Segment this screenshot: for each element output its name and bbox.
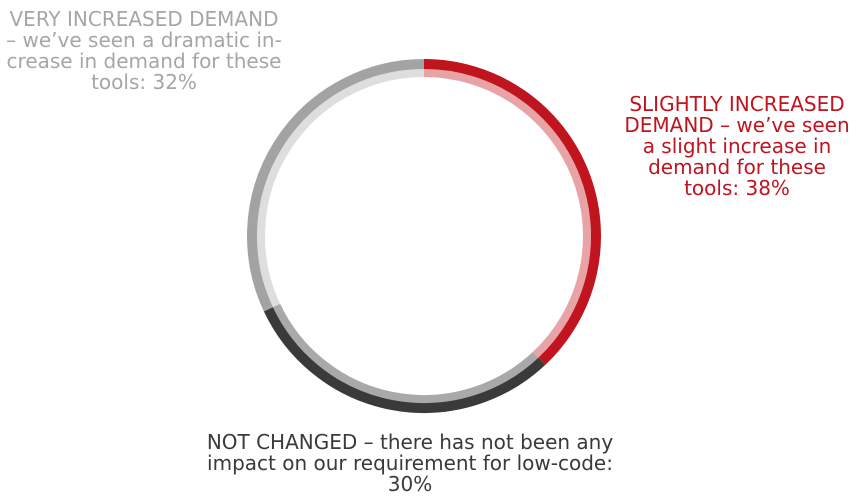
slice-0-inner-band <box>423 69 591 358</box>
slice-0-arc <box>423 59 601 366</box>
slice-1-arc <box>263 307 546 413</box>
label-very-increased-demand: VERY INCREASED DEMAND – we’ve seen a dra… <box>6 7 282 94</box>
label-slightly-increased-demand: SLIGHTLY INCREASED DEMAND – we’ve seen a… <box>624 92 850 200</box>
slice-2-arc <box>247 59 425 312</box>
slice-2-inner-band <box>257 69 425 308</box>
label-not-changed: NOT CHANGED – there has not been any imp… <box>206 430 614 496</box>
slice-1-inner-band <box>272 303 539 403</box>
